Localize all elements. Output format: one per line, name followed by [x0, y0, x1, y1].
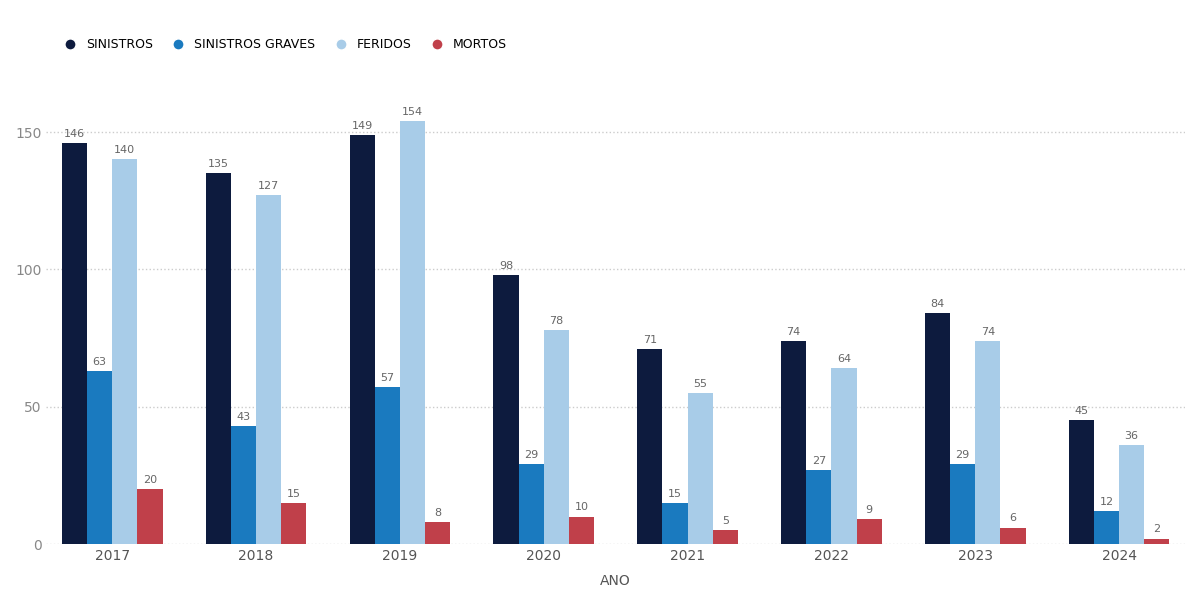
Text: 10: 10 [575, 502, 588, 513]
Bar [832, 368, 857, 544]
Text: 45: 45 [1074, 406, 1088, 416]
Text: 20: 20 [143, 475, 157, 485]
Bar [518, 464, 544, 544]
Bar [806, 470, 832, 544]
Bar [86, 371, 112, 544]
Text: 29: 29 [524, 450, 539, 460]
Text: 15: 15 [668, 488, 682, 499]
Bar [256, 195, 281, 544]
Bar [205, 173, 230, 544]
Text: 154: 154 [402, 107, 424, 117]
Text: 15: 15 [287, 488, 301, 499]
Bar [688, 393, 713, 544]
Text: 8: 8 [434, 508, 442, 518]
Text: 135: 135 [208, 159, 229, 169]
Bar [62, 143, 86, 544]
Text: 55: 55 [694, 379, 707, 389]
Text: 5: 5 [721, 516, 728, 526]
Bar [1001, 528, 1026, 544]
Bar [976, 341, 1001, 544]
Bar [230, 426, 256, 544]
Text: 71: 71 [643, 335, 656, 345]
Text: 9: 9 [865, 505, 872, 515]
Bar [425, 522, 450, 544]
Bar [400, 121, 425, 544]
Bar [637, 349, 662, 544]
Bar [544, 330, 569, 544]
Text: 84: 84 [930, 299, 944, 309]
Text: 63: 63 [92, 357, 107, 367]
Text: 74: 74 [980, 327, 995, 336]
Text: 74: 74 [786, 327, 800, 336]
Bar [857, 519, 882, 544]
Text: 36: 36 [1124, 431, 1139, 441]
Bar [662, 503, 688, 544]
Text: 43: 43 [236, 412, 251, 421]
Bar [950, 464, 976, 544]
Bar [374, 388, 400, 544]
Bar [281, 503, 306, 544]
Legend: SINISTROS, SINISTROS GRAVES, FERIDOS, MORTOS: SINISTROS, SINISTROS GRAVES, FERIDOS, MO… [53, 33, 512, 57]
Bar [137, 489, 162, 544]
X-axis label: ANO: ANO [600, 574, 631, 588]
Text: 64: 64 [836, 354, 851, 364]
Bar [925, 314, 950, 544]
Bar [1069, 420, 1094, 544]
Bar [713, 530, 738, 544]
Text: 57: 57 [380, 373, 395, 384]
Text: 29: 29 [955, 450, 970, 460]
Bar [349, 134, 374, 544]
Text: 127: 127 [258, 181, 280, 191]
Text: 12: 12 [1099, 497, 1114, 507]
Text: 140: 140 [114, 145, 136, 156]
Bar [493, 275, 518, 544]
Bar [781, 341, 806, 544]
Text: 98: 98 [499, 260, 514, 271]
Text: 27: 27 [811, 456, 826, 466]
Text: 146: 146 [64, 129, 85, 139]
Text: 2: 2 [1153, 525, 1160, 534]
Text: 6: 6 [1009, 513, 1016, 523]
Bar [1145, 538, 1170, 544]
Bar [1120, 445, 1145, 544]
Text: 149: 149 [352, 121, 373, 131]
Bar [1094, 511, 1120, 544]
Bar [112, 159, 137, 544]
Text: 78: 78 [550, 315, 564, 326]
Bar [569, 517, 594, 544]
